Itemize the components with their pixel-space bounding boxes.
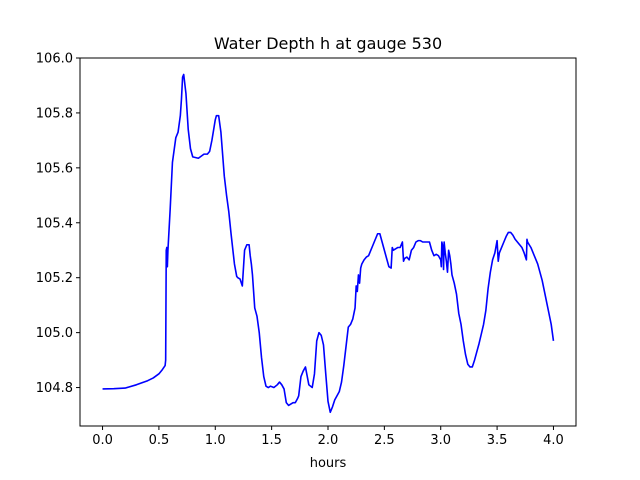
y-tick-label: 105.2 [36,271,73,286]
y-tick-label: 105.8 [36,106,73,121]
x-tick-label: 2.5 [374,433,395,448]
x-tick-label: 4.0 [543,433,564,448]
x-axis: 0.0 0.5 1.0 1.5 2.0 2.5 3.0 3.5 4.0 [92,426,564,448]
y-tick-label: 105.0 [36,326,73,341]
x-tick-label: 0.5 [149,433,170,448]
x-axis-label: hours [310,456,347,471]
y-axis: 104.8 105.0 105.2 105.4 105.6 105.8 106.0 [36,52,80,396]
y-tick-label: 106.0 [36,52,73,67]
x-tick-label: 1.5 [261,433,282,448]
x-tick-label: 1.0 [205,433,226,448]
series-line [102,73,555,414]
x-tick-label: 0.0 [92,433,113,448]
x-tick-label: 3.0 [430,433,451,448]
y-tick-label: 104.8 [36,381,73,396]
x-tick-label: 2.0 [318,433,339,448]
series-layer [102,73,555,414]
y-tick-label: 105.4 [36,216,73,231]
y-tick-label: 105.6 [36,161,73,176]
x-tick-label: 3.5 [487,433,508,448]
chart-title: Water Depth h at gauge 530 [214,34,442,53]
